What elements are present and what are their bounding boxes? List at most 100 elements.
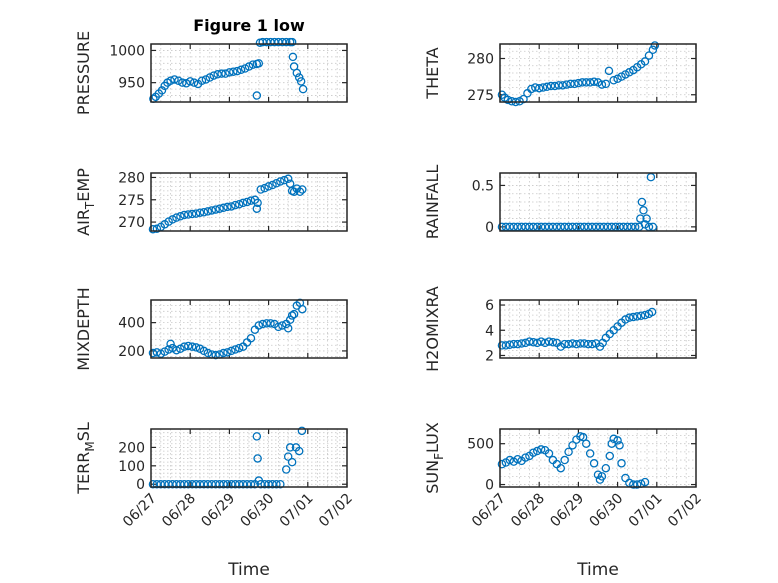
subplot-sun-flux: 0 500 SUNFLUX 06/27 06/28 06/29 06/30 07/01 07/0… (423, 422, 705, 580)
data-point (629, 480, 638, 489)
data-point (215, 204, 224, 213)
data-point (609, 76, 618, 85)
y-axis-label: SUNFLUX (423, 422, 446, 494)
data-point (637, 197, 647, 207)
data-point (640, 57, 650, 66)
data-point (176, 212, 185, 221)
data-point (227, 346, 236, 356)
data-point (550, 81, 560, 91)
data-point (625, 313, 634, 322)
data-point (604, 66, 614, 76)
data-point (525, 337, 534, 346)
data-point (581, 439, 591, 448)
data-point (234, 343, 244, 353)
figure-title: Figure 1 low (193, 16, 305, 35)
data-point (254, 321, 264, 330)
data-point (197, 76, 207, 85)
data-point (189, 78, 199, 87)
data-point (587, 339, 597, 349)
data-point (283, 324, 293, 333)
data-point (583, 339, 593, 349)
x-tick-label: 06/28 (159, 491, 199, 531)
data-point (240, 64, 250, 73)
data-point (294, 446, 304, 456)
data-point (564, 447, 573, 457)
data-point (527, 84, 536, 94)
data-point (201, 75, 211, 84)
data-point (178, 78, 187, 87)
data-point (256, 185, 266, 194)
data-point (223, 202, 232, 212)
data-point (246, 333, 256, 343)
data-point (264, 182, 273, 191)
y-tick-label: 200 (118, 440, 145, 456)
data-point (593, 470, 603, 479)
data-point (532, 446, 542, 456)
data-point (191, 343, 201, 352)
y-tick-label: 270 (118, 215, 145, 231)
data-point (296, 77, 306, 86)
data-point (566, 79, 575, 89)
data-point (574, 78, 583, 88)
data-point (544, 337, 554, 346)
data-point (205, 73, 215, 82)
data-point (556, 463, 566, 473)
data-point (252, 432, 262, 441)
data-point (213, 70, 222, 79)
y-tick-label: 0 (136, 477, 145, 493)
data-point (292, 68, 302, 78)
data-point (640, 310, 650, 320)
data-point (219, 203, 228, 213)
data-point (597, 80, 607, 89)
data-point (609, 434, 618, 444)
data-point (601, 79, 611, 89)
data-point (152, 224, 162, 234)
y-axis-label: H2OMIXRA (423, 286, 442, 372)
data-point (225, 68, 234, 77)
data-point (283, 452, 293, 461)
axes-box (150, 428, 348, 488)
axes-box (150, 299, 348, 359)
data-point (534, 83, 544, 93)
data-point (283, 174, 293, 184)
data-point (297, 426, 307, 436)
data-point (648, 45, 658, 55)
data-point (568, 441, 577, 450)
data-point (521, 338, 530, 348)
data-point (615, 441, 624, 450)
data-point (562, 80, 571, 89)
y-axis-label: TERRMSL (74, 422, 97, 495)
y-tick-label: 6 (485, 298, 494, 314)
data-point (254, 59, 264, 68)
data-point (601, 463, 611, 473)
data-point (253, 198, 262, 208)
data-point (570, 79, 579, 89)
data-point (231, 200, 240, 210)
data-point (242, 197, 252, 207)
y-tick-label: 950 (118, 76, 145, 92)
data-point (211, 350, 220, 360)
data-point (227, 202, 236, 211)
axes-box (150, 43, 348, 103)
data-point (589, 459, 599, 468)
data-point (170, 75, 179, 84)
data-point (219, 348, 228, 358)
data-point (295, 187, 305, 196)
data-point (262, 319, 271, 328)
data-point (632, 480, 642, 489)
data-point (505, 455, 515, 465)
data-point (195, 208, 205, 217)
y-tick-label: 500 (467, 437, 494, 453)
data-point (613, 436, 622, 445)
data-point (585, 449, 595, 458)
data-point (640, 477, 650, 487)
axes-box (499, 172, 697, 232)
data-point (548, 337, 558, 347)
data-point (650, 41, 660, 50)
data-point (560, 339, 569, 349)
data-point (632, 312, 642, 321)
x-axis-label: Time (227, 560, 270, 580)
data-point (209, 71, 218, 80)
data-point (503, 95, 513, 105)
data-point (152, 348, 162, 357)
